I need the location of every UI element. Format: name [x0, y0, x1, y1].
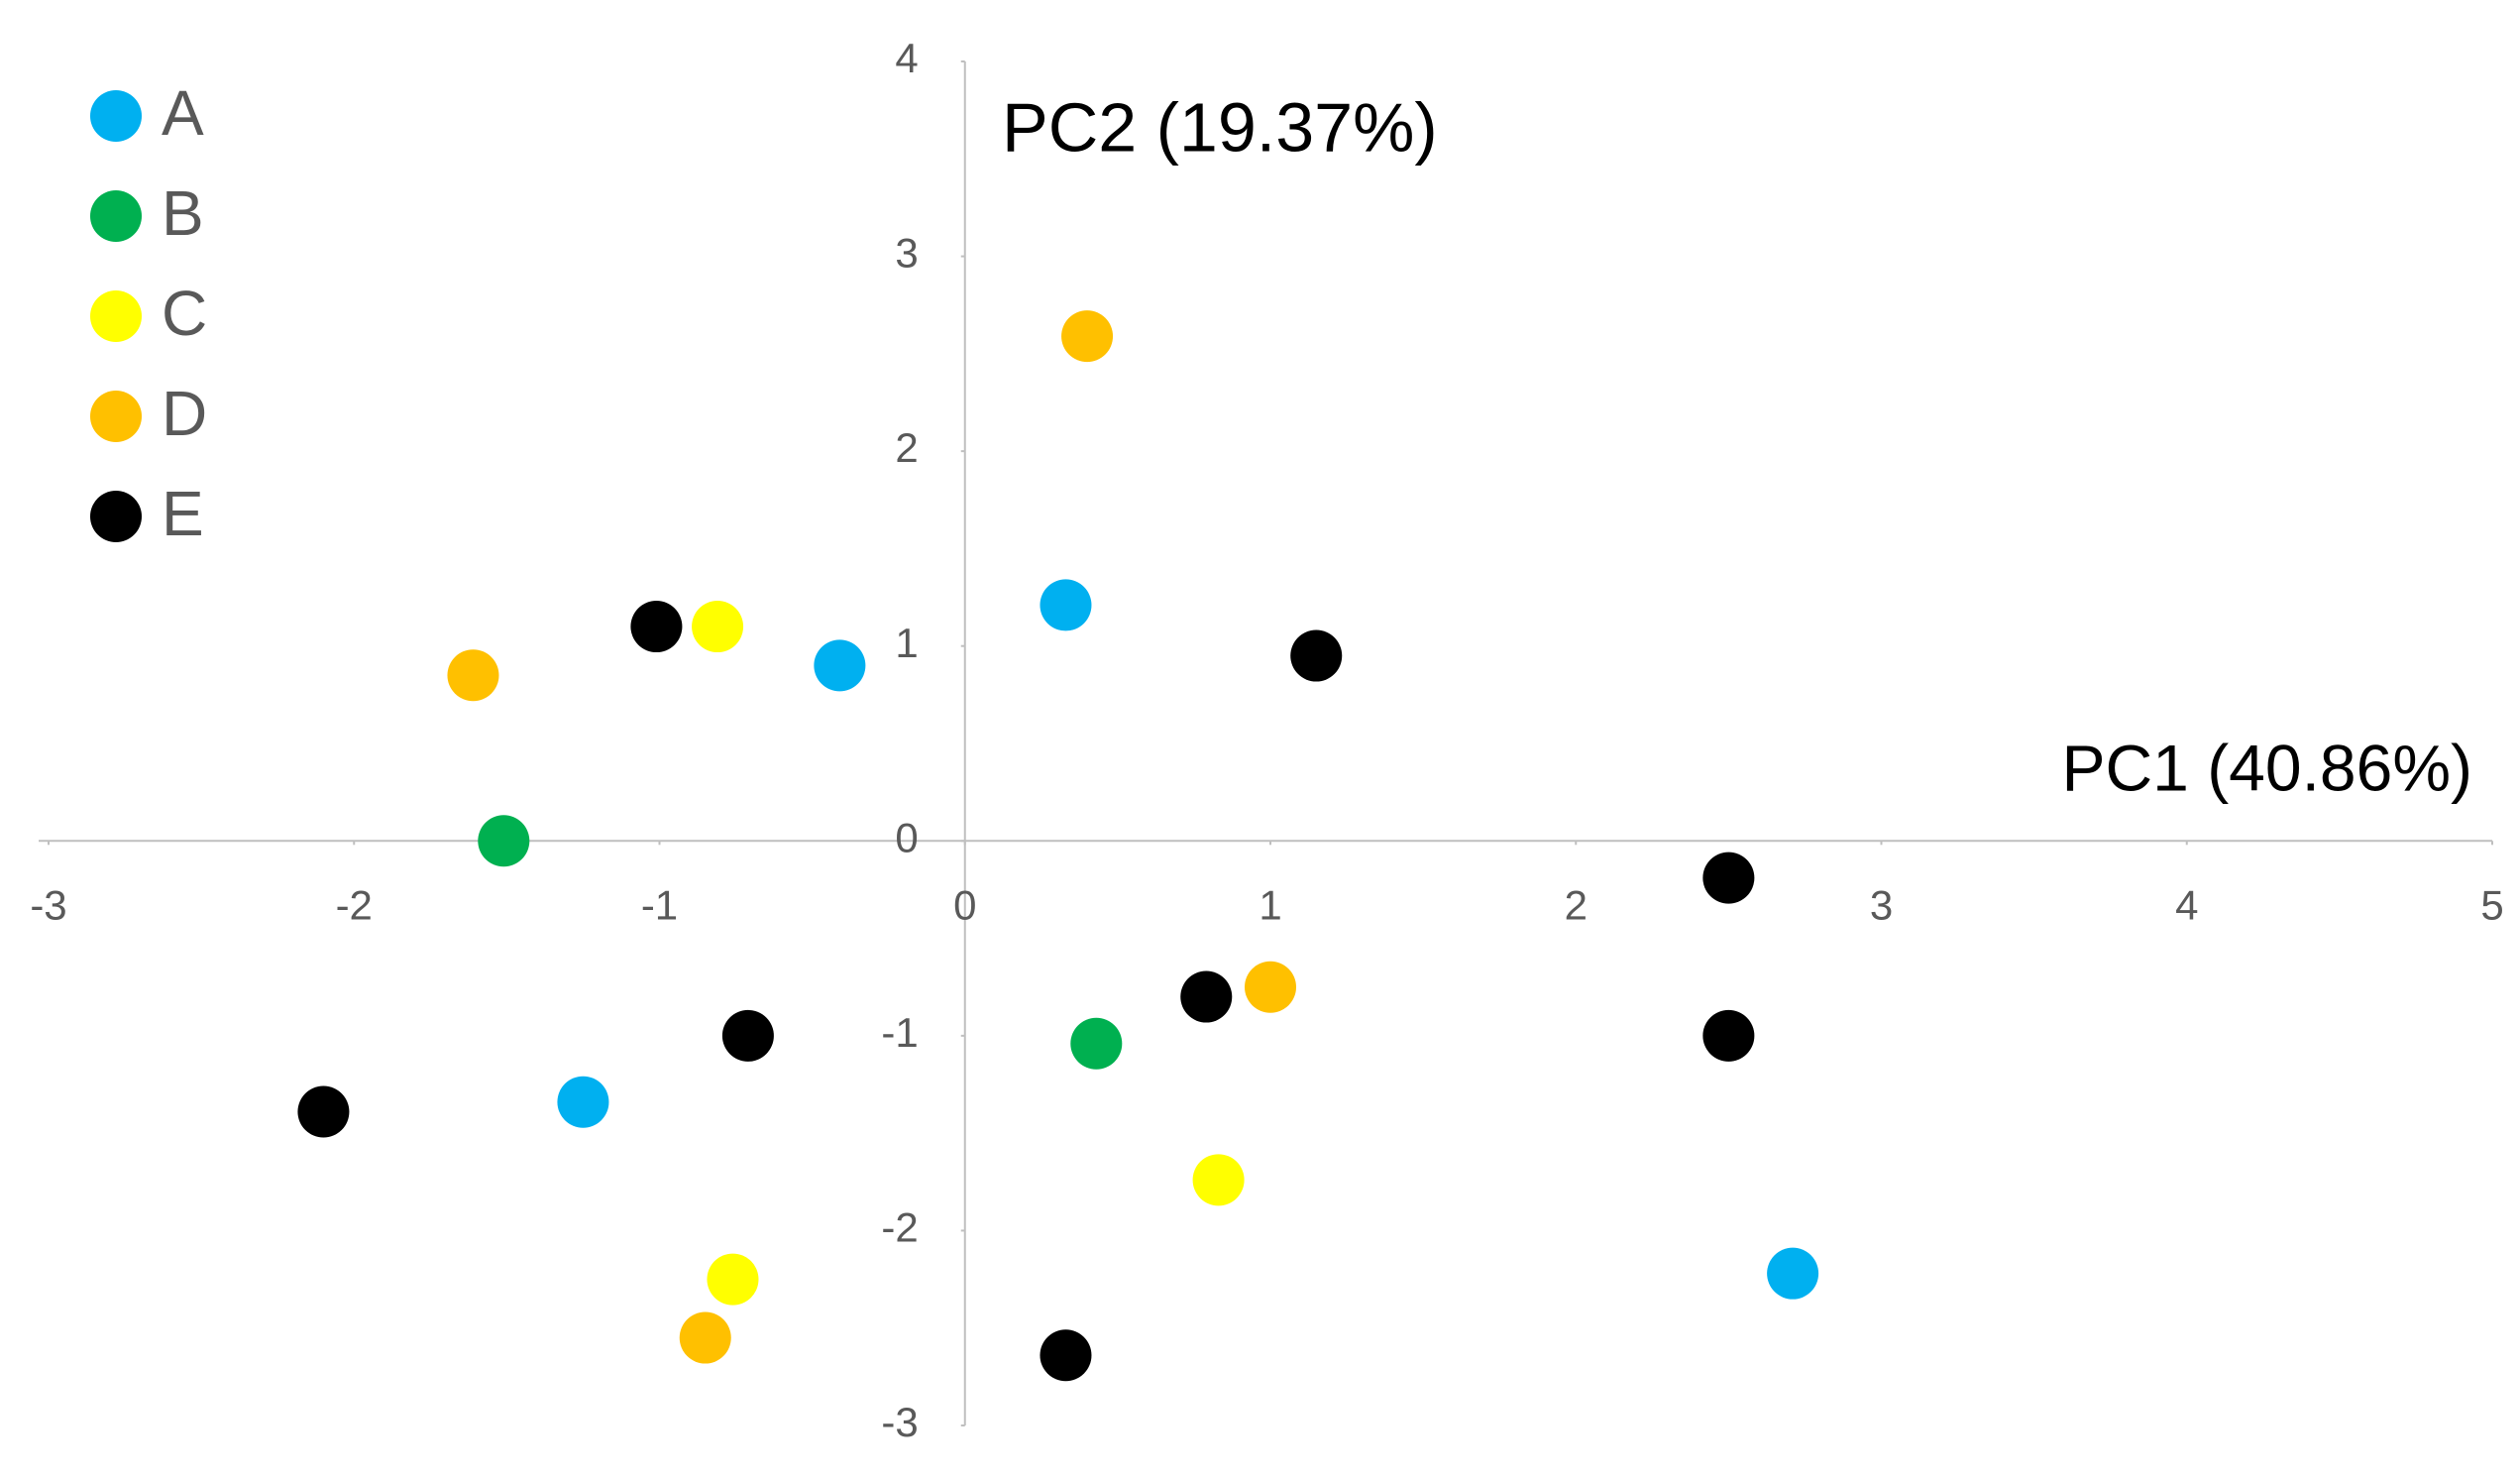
point — [1180, 970, 1233, 1023]
y-tick-label: 2 — [895, 424, 918, 471]
point — [1040, 579, 1092, 631]
point — [1290, 629, 1343, 682]
point — [1702, 1009, 1755, 1062]
point — [1767, 1247, 1819, 1300]
y-axis-title: PC2 (19.37%) — [1002, 88, 1438, 166]
x-tick-label: -1 — [641, 881, 678, 928]
point — [692, 601, 744, 653]
y-tick-label: 1 — [895, 620, 918, 666]
y-tick-label: 0 — [895, 814, 918, 860]
point — [1040, 1329, 1092, 1382]
legend-marker — [90, 190, 142, 242]
point — [1192, 1154, 1245, 1206]
point — [814, 639, 866, 692]
y-tick-label: -2 — [881, 1204, 918, 1251]
legend-label: C — [162, 278, 207, 349]
point — [1070, 1017, 1123, 1070]
legend-label: A — [162, 77, 204, 149]
y-tick-label: -1 — [881, 1009, 918, 1056]
legend-label: D — [162, 378, 207, 449]
x-axis-title: PC1 (40.86%) — [2061, 731, 2472, 804]
x-tick-label: -3 — [30, 881, 66, 928]
x-tick-label: 0 — [953, 881, 976, 928]
legend-marker — [90, 290, 142, 342]
point — [630, 601, 683, 653]
point — [707, 1253, 759, 1306]
x-tick-label: 5 — [2480, 881, 2503, 928]
y-tick-label: 3 — [895, 230, 918, 277]
point — [557, 1076, 609, 1128]
legend-marker — [90, 491, 142, 542]
x-tick-label: -2 — [336, 881, 373, 928]
x-tick-label: 1 — [1259, 881, 1281, 928]
x-tick-label: 2 — [1565, 881, 1588, 928]
x-tick-label: 3 — [1870, 881, 1893, 928]
point — [1061, 310, 1114, 363]
legend-label: B — [162, 177, 204, 249]
x-tick-label: 4 — [2175, 881, 2198, 928]
point — [1245, 961, 1296, 1013]
point — [447, 649, 499, 702]
point — [721, 1009, 774, 1062]
point — [1702, 852, 1755, 904]
legend-marker — [90, 90, 142, 142]
legend-marker — [90, 391, 142, 442]
y-tick-label: -3 — [881, 1399, 918, 1445]
point — [679, 1311, 731, 1364]
point — [297, 1085, 350, 1138]
legend-label: E — [162, 478, 204, 549]
y-tick-label: 4 — [895, 35, 918, 81]
point — [478, 815, 530, 867]
